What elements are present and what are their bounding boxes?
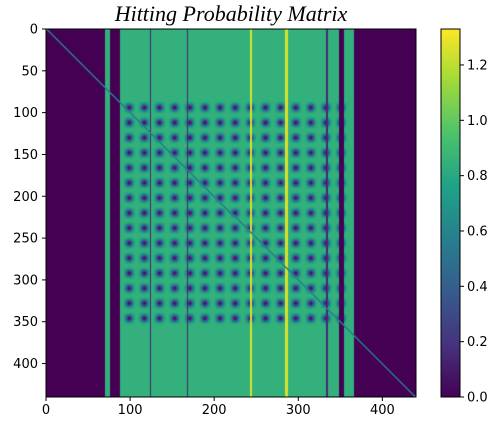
x-tick-label: 200: [202, 403, 227, 418]
colorbar-tick-label: 0.4: [467, 280, 488, 295]
y-tick-label: 200: [13, 190, 38, 205]
y-tick-label: 250: [13, 232, 38, 247]
chart-title: Hitting Probability Matrix: [114, 1, 348, 26]
y-tick-label: 150: [13, 148, 38, 163]
y-tick-label: 400: [13, 357, 38, 372]
y-tick-label: 350: [13, 315, 38, 330]
colorbar: [440, 28, 461, 398]
colorbar-tick-label: 0.8: [467, 169, 488, 184]
colorbar-tick-label: 0.2: [467, 335, 488, 350]
x-tick-label: 300: [286, 403, 311, 418]
x-tick-label: 400: [370, 403, 395, 418]
colorbar-tick-label: 1.2: [467, 58, 488, 73]
y-tick-label: 100: [13, 106, 38, 121]
heatmap-image: [46, 29, 416, 397]
y-tick-label: 300: [13, 273, 38, 288]
plot-frame: [45, 28, 417, 398]
y-tick-label: 50: [21, 64, 38, 79]
colorbar-tick-label: 0.6: [467, 224, 488, 239]
y-tick-label: 0: [30, 23, 38, 38]
colorbar-tick-label: 0.0: [467, 391, 488, 406]
x-axis: 0 100 200 300 400: [42, 397, 395, 418]
x-tick-label: 0: [42, 403, 50, 418]
y-axis: 0 50 100 150 200 250 300 350 400: [13, 23, 46, 372]
x-tick-label: 100: [118, 403, 143, 418]
colorbar-tick-label: 1.0: [467, 114, 488, 129]
colorbar-axis: 0.0 0.2 0.4 0.6 0.8 1.0 1.2: [460, 58, 488, 406]
